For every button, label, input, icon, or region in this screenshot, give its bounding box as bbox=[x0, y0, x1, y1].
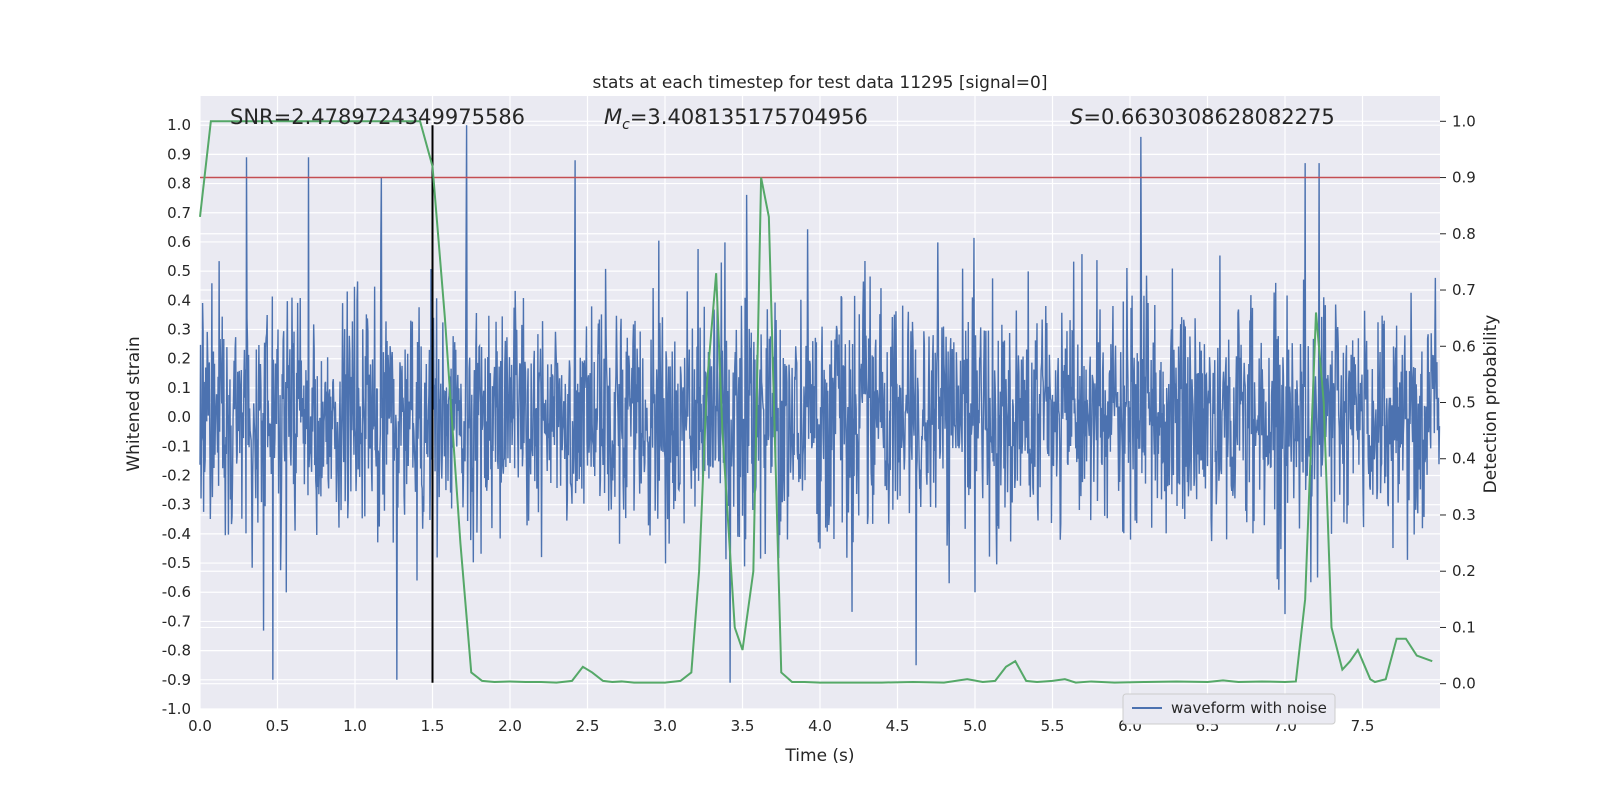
x-tick-label: 0.5 bbox=[266, 717, 290, 735]
x-tick-label: 1.5 bbox=[421, 717, 445, 735]
y-tick-label: -0.9 bbox=[162, 671, 191, 689]
y-axis-label: Whitened strain bbox=[124, 336, 144, 471]
legend-box bbox=[1122, 693, 1336, 725]
y2-axis-label: Detection probability bbox=[1481, 315, 1501, 494]
y-tick-label: -0.3 bbox=[162, 496, 191, 514]
s-annotation: S=0.6630308628082275 bbox=[1070, 105, 1335, 129]
s-symbol: S bbox=[1070, 105, 1083, 129]
y-tick-label: 0.3 bbox=[167, 321, 191, 339]
y-tick-label: -0.8 bbox=[162, 642, 191, 660]
x-tick-label: 5.0 bbox=[963, 717, 987, 735]
y2-tick-label: 0.9 bbox=[1452, 169, 1476, 187]
legend-label-waveform: waveform with noise bbox=[1171, 699, 1327, 717]
s-value: =0.6630308628082275 bbox=[1083, 105, 1334, 129]
y-tick-label: 0.0 bbox=[167, 408, 191, 426]
y-tick-label: 0.9 bbox=[167, 145, 191, 163]
x-tick-label: 0.0 bbox=[188, 717, 212, 735]
y-tick-label: -0.2 bbox=[162, 466, 191, 484]
y-tick-label: 1.0 bbox=[167, 116, 191, 134]
y-tick-label: 0.7 bbox=[167, 204, 191, 222]
x-tick-label: 3.5 bbox=[731, 717, 755, 735]
mc-symbol: M bbox=[604, 105, 622, 129]
detection-probability-series bbox=[199, 120, 1433, 684]
y-tick-label: 0.2 bbox=[167, 350, 191, 368]
waveform-line bbox=[199, 125, 1441, 683]
x-axis-label: Time (s) bbox=[784, 746, 854, 766]
snr-annotation: SNR=2.4789724349975586 bbox=[230, 105, 525, 129]
y2-tick-label: 0.4 bbox=[1452, 450, 1476, 468]
x-tick-label: 5.5 bbox=[1041, 717, 1065, 735]
waveform-series bbox=[199, 125, 1441, 683]
x-tick-label: 7.5 bbox=[1351, 717, 1375, 735]
mc-value: =3.408135175704956 bbox=[630, 105, 868, 129]
x-tick-label: 4.5 bbox=[886, 717, 910, 735]
mc-subscript: c bbox=[622, 117, 630, 133]
y-tick-label: -0.6 bbox=[162, 583, 191, 601]
y-tick-label: -0.4 bbox=[162, 525, 191, 543]
y-tick-label: -1.0 bbox=[162, 700, 191, 718]
chart-title: stats at each timestep for test data 112… bbox=[593, 73, 1048, 93]
y2-tick-label: 0.8 bbox=[1452, 225, 1476, 243]
y2-tick-label: 0.2 bbox=[1452, 562, 1476, 580]
y-tick-label: 0.4 bbox=[167, 291, 191, 309]
legend: waveform with noise bbox=[1122, 693, 1336, 725]
y2-tick-label: 1.0 bbox=[1452, 112, 1476, 130]
y2-tick-label: 0.0 bbox=[1452, 675, 1476, 693]
x-tick-label: 3.0 bbox=[653, 717, 677, 735]
y2-tick-label: 0.3 bbox=[1452, 506, 1476, 524]
tick-labels: 0.0 0.5 1.0 1.5 2.0 2.5 3.0 3.5 4.0 4.5 5.0 5.5 6.0 6… bbox=[162, 112, 1476, 735]
y2-tick-label: 0.1 bbox=[1452, 618, 1476, 636]
y2-tick-label: 0.7 bbox=[1452, 281, 1476, 299]
y-tick-label: 0.5 bbox=[167, 262, 191, 280]
y2-tick-label: 0.6 bbox=[1452, 337, 1476, 355]
y-tick-label: -0.1 bbox=[162, 437, 191, 455]
y-tick-label: 0.1 bbox=[167, 379, 191, 397]
y-tick-label: -0.5 bbox=[162, 554, 191, 572]
x-tick-label: 2.5 bbox=[576, 717, 600, 735]
x-tick-label: 2.0 bbox=[498, 717, 522, 735]
chirp-mass-annotation: Mc=3.408135175704956 bbox=[604, 105, 868, 133]
y-tick-label: -0.7 bbox=[162, 612, 191, 630]
x-tick-label: 4.0 bbox=[808, 717, 832, 735]
y-tick-label: 0.6 bbox=[167, 233, 191, 251]
y-tick-label: 0.8 bbox=[167, 175, 191, 193]
x-tick-label: 1.0 bbox=[343, 717, 367, 735]
y2-tick-label: 0.5 bbox=[1452, 394, 1476, 412]
